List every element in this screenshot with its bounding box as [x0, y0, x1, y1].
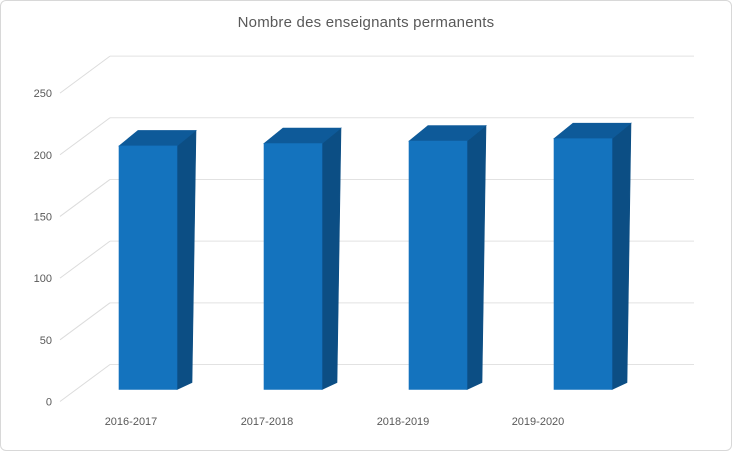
- x-category-label: 2016-2017: [105, 416, 158, 428]
- y-tick-label: 100: [34, 273, 52, 285]
- bar-front-face: [553, 138, 613, 390]
- y-tick-depth-line: [59, 55, 111, 94]
- x-category-label: 2017-2018: [241, 416, 294, 428]
- bar-front-face: [118, 145, 178, 390]
- bar-front-face: [408, 140, 468, 390]
- y-tick-label: 250: [34, 88, 52, 100]
- bar-2016-2017[interactable]: [118, 129, 197, 390]
- y-tick-depth-line: [59, 364, 111, 402]
- bar-side-face: [611, 122, 632, 390]
- y-tick-label: 150: [34, 211, 52, 223]
- bar-side-face: [176, 129, 197, 390]
- bar-2019-2020[interactable]: [553, 122, 632, 390]
- y-tick-label: 50: [40, 335, 52, 347]
- x-category-label: 2019-2020: [512, 416, 565, 428]
- bar-side-face: [466, 124, 487, 390]
- x-category-label: 2018-2019: [377, 416, 430, 428]
- y-tick-depth-line: [59, 179, 111, 217]
- y-tick-depth-line: [59, 117, 111, 156]
- bar-front-face: [263, 143, 323, 390]
- bar-side-face: [321, 127, 342, 390]
- bar-2017-2018[interactable]: [263, 127, 342, 390]
- bar-2018-2019[interactable]: [408, 124, 487, 390]
- y-tick-depth-line: [59, 302, 111, 341]
- y-tick-label: 200: [34, 150, 52, 162]
- y-tick-label: 0: [46, 397, 52, 409]
- y-tick-depth-line: [59, 240, 111, 279]
